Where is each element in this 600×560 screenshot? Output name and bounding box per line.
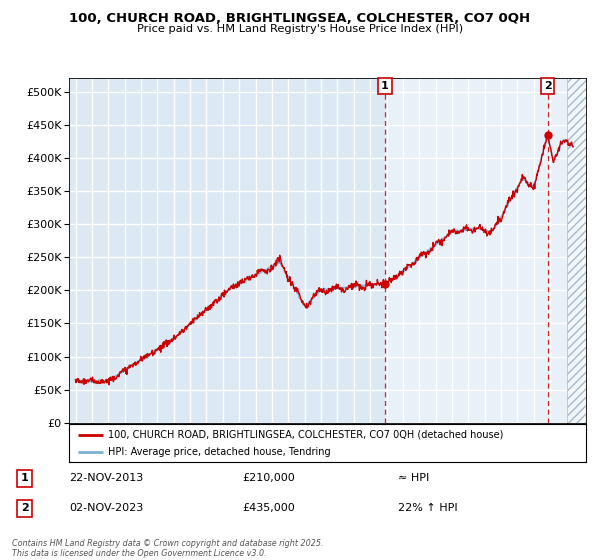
Bar [566, 78, 586, 423]
Text: HPI: Average price, detached house, Tendring: HPI: Average price, detached house, Tend… [108, 447, 331, 457]
Text: 1: 1 [21, 473, 29, 483]
Text: ≈ HPI: ≈ HPI [398, 473, 429, 483]
Text: 100, CHURCH ROAD, BRIGHTLINGSEA, COLCHESTER, CO7 0QH: 100, CHURCH ROAD, BRIGHTLINGSEA, COLCHES… [70, 12, 530, 25]
Bar [566, 78, 586, 423]
Text: 100, CHURCH ROAD, BRIGHTLINGSEA, COLCHESTER, CO7 0QH (detached house): 100, CHURCH ROAD, BRIGHTLINGSEA, COLCHES… [108, 430, 503, 440]
Bar [385, 78, 566, 423]
Text: Contains HM Land Registry data © Crown copyright and database right 2025.
This d: Contains HM Land Registry data © Crown c… [12, 539, 323, 558]
Text: £435,000: £435,000 [242, 503, 295, 514]
Text: Price paid vs. HM Land Registry's House Price Index (HPI): Price paid vs. HM Land Registry's House … [137, 24, 463, 34]
Text: 2: 2 [544, 81, 551, 91]
Text: 22-NOV-2013: 22-NOV-2013 [70, 473, 144, 483]
Text: 1: 1 [381, 81, 389, 91]
Text: 22% ↑ HPI: 22% ↑ HPI [398, 503, 458, 514]
Text: 02-NOV-2023: 02-NOV-2023 [70, 503, 144, 514]
Text: £210,000: £210,000 [242, 473, 295, 483]
Text: 2: 2 [21, 503, 29, 514]
